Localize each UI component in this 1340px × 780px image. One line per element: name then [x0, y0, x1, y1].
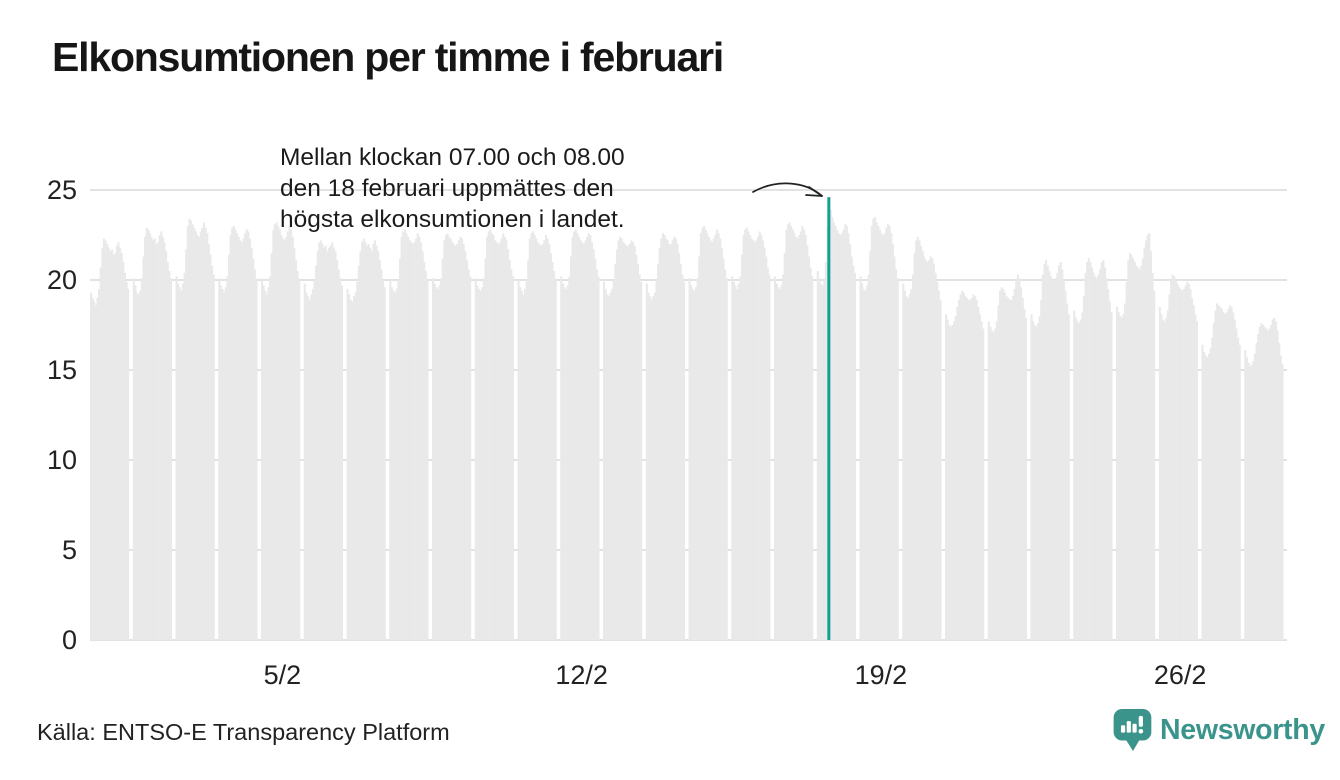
logo-exclamation-dot [1138, 728, 1144, 734]
svg-text:5: 5 [62, 535, 77, 565]
svg-text:10: 10 [47, 445, 77, 475]
svg-text:15: 15 [47, 355, 77, 385]
y-axis-tick-labels: 0 5 10 15 20 25 [47, 175, 77, 655]
logo-bar-2 [1126, 721, 1131, 733]
svg-text:26/2: 26/2 [1154, 660, 1207, 690]
svg-text:5/2: 5/2 [264, 660, 302, 690]
svg-text:0: 0 [62, 625, 77, 655]
annotation-text: Mellan klockan 07.00 och 08.00 den 18 fe… [280, 142, 625, 235]
newsworthy-bubble-icon [1113, 709, 1152, 751]
annotation-line-3: högsta elkonsumtionen i landet. [280, 206, 625, 233]
annotation-line-2: den 18 februari uppmättes den [280, 175, 614, 202]
annotation-line-1: Mellan klockan 07.00 och 08.00 [280, 144, 625, 171]
logo-bar-1 [1120, 725, 1126, 733]
newsworthy-logo[interactable]: Newsworthy [1113, 708, 1325, 752]
page-title: Elkonsumtionen per timme i februari [52, 34, 724, 80]
logo-exclamation-stem [1138, 715, 1143, 727]
logo-bar-3 [1132, 723, 1137, 733]
svg-text:20: 20 [47, 265, 77, 295]
hour-bars [90, 209, 1284, 641]
annotation-arrow [752, 182, 823, 197]
svg-text:19/2: 19/2 [855, 660, 908, 690]
highlighted-hour-bar [827, 197, 831, 640]
x-axis-tick-labels: 5/2 12/2 19/2 26/2 [264, 660, 1207, 690]
svg-text:25: 25 [47, 175, 77, 205]
brand-name: Newsworthy [1160, 713, 1325, 746]
svg-text:12/2: 12/2 [555, 660, 608, 690]
source-credit: Källa: ENTSO-E Transparency Platform [37, 719, 450, 745]
